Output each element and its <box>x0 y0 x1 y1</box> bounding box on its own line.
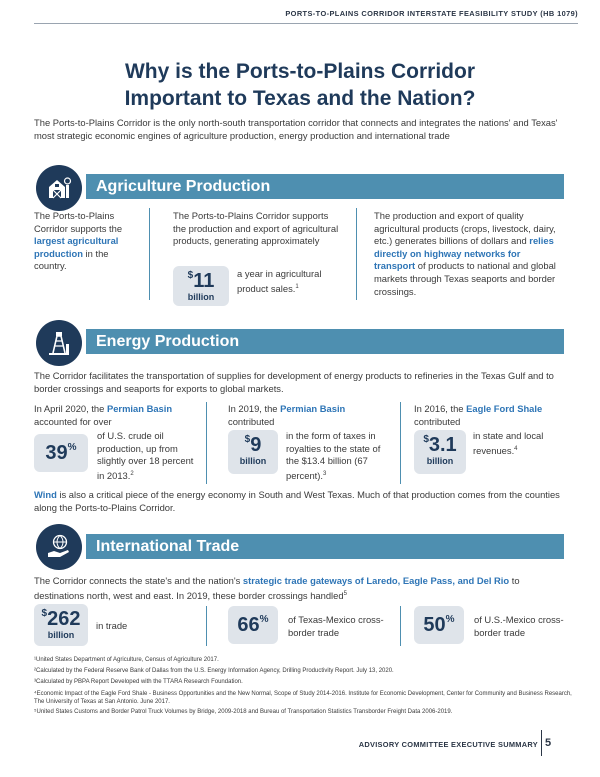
percent-sign: % <box>67 442 77 453</box>
footnote-ref: 4 <box>514 445 518 452</box>
trade-stat-3-value: 50 <box>423 614 446 636</box>
footnote-ref: 3 <box>323 470 327 477</box>
energy-heading: Energy Production <box>86 329 564 354</box>
agri-stat-unit: billion <box>187 292 215 302</box>
barn-icon <box>36 165 82 211</box>
footnote-4: ⁴Economic Impact of the Eagle Ford Shale… <box>34 691 572 705</box>
energy-stat-box-2: $9 billion <box>228 430 278 474</box>
trade-stat-1-unit: billion <box>47 630 75 640</box>
agri-stat-value: 11 <box>193 270 215 292</box>
agri-col3-highlight: relies directly on highway networks for … <box>374 235 554 272</box>
energy-col3-text-end: contributed <box>414 415 461 427</box>
page-number: 5 <box>545 737 552 749</box>
oil-pump-icon <box>36 320 82 366</box>
agri-col2-after-text: a year in agricultural product sales. <box>237 268 322 294</box>
energy-col3: In 2016, the Eagle Ford Shale contribute… <box>414 403 564 428</box>
footnote-1: ¹United States Department of Agriculture… <box>34 657 219 663</box>
dollar-sign: $ <box>41 608 48 619</box>
dollar-sign: $ <box>244 434 251 445</box>
agri-col1-text: The Ports-to-Plains Corridor supports th… <box>34 210 123 234</box>
divider <box>400 402 401 484</box>
agri-col1: The Ports-to-Plains Corridor supports th… <box>34 210 130 273</box>
divider <box>149 208 150 300</box>
wind-highlight: Wind <box>34 489 57 500</box>
energy-col2-text-end: contributed <box>228 415 275 427</box>
footnote-ref: 1 <box>295 283 299 290</box>
trade-stat-box-1: $262 billion <box>34 604 88 646</box>
wind-text: is also a critical piece of the energy e… <box>34 489 560 513</box>
energy-col1-after-text: of U.S. crude oil production, up from sl… <box>97 430 194 481</box>
divider <box>356 208 357 300</box>
energy-stat-2-unit: billion <box>239 456 267 466</box>
energy-col2-after: in the form of taxes in royalties to the… <box>286 430 392 483</box>
footnote-5: ⁵United States Customs and Border Patrol… <box>34 709 453 715</box>
trade-stat-1-value: 262 <box>47 608 81 630</box>
dollar-sign: $ <box>423 434 429 445</box>
trade-stat-2-label: of Texas-Mexico cross-border trade <box>288 614 384 638</box>
energy-col2-highlight: Permian Basin <box>280 403 346 414</box>
trade-stat-2-value: 66 <box>237 614 260 636</box>
energy-col1-text: In April 2020, the <box>34 403 107 414</box>
energy-stat-box-3: $3.1 billion <box>414 430 466 474</box>
running-header: PORTS-TO-PLAINS CORRIDOR INTERSTATE FEAS… <box>285 9 578 18</box>
energy-col1-text-end: accounted for over <box>34 415 112 427</box>
intro-paragraph: The Ports-to-Plains Corridor is the only… <box>34 117 558 141</box>
agri-col1-highlight: largest agricultural production <box>34 235 119 259</box>
agriculture-heading: Agriculture Production <box>86 174 564 199</box>
footnote-3: ³Calculated by PBPA Report Developed wit… <box>34 679 243 685</box>
footnote-2: ²Calculated by the Federal Reserve Bank … <box>34 668 394 674</box>
divider <box>206 402 207 484</box>
energy-col3-text: In 2016, the <box>414 403 467 414</box>
percent-sign: % <box>445 614 455 625</box>
divider <box>206 606 207 646</box>
running-footer: ADVISORY COMMITTEE EXECUTIVE SUMMARY <box>358 740 538 749</box>
wind-paragraph: Wind is also a critical piece of the ene… <box>34 489 564 514</box>
energy-stat-box-1: 39% <box>34 434 88 472</box>
trade-intro: The Corridor connects the state's and th… <box>34 575 564 602</box>
energy-col1-after: of U.S. crude oil production, up from sl… <box>97 430 195 483</box>
agri-col3: The production and export of quality agr… <box>374 210 564 298</box>
trade-heading: International Trade <box>86 534 564 559</box>
agri-col3-text: The production and export of quality agr… <box>374 210 556 247</box>
trade-stat-1-label: in trade <box>96 620 128 631</box>
energy-col2: In 2019, the Permian Basin contributed <box>228 403 378 428</box>
trade-intro-text: The Corridor connects the state's and th… <box>34 575 243 586</box>
agri-col3-text-end: of products to national and global marke… <box>374 260 556 297</box>
globe-hand-icon <box>36 524 82 570</box>
page-title: Why is the Ports-to-Plains Corridor Impo… <box>0 58 600 112</box>
trade-stat-box-3: 50% <box>414 606 464 644</box>
trade-stat-3-label: of U.S.-Mexico cross-border trade <box>474 614 564 638</box>
page-number-divider <box>541 730 542 756</box>
energy-stat-1-value: 39 <box>45 442 68 464</box>
energy-col2-after-text: in the form of taxes in royalties to the… <box>286 430 381 481</box>
agri-col2: The Ports-to-Plains Corridor supports th… <box>173 210 339 247</box>
percent-sign: % <box>259 614 269 625</box>
title-line-1: Why is the Ports-to-Plains Corridor <box>124 60 476 83</box>
agri-stat-box: $11 billion <box>173 266 229 306</box>
agri-col1-text-end: in the country. <box>34 247 109 272</box>
trade-stat-box-2: 66% <box>228 606 278 644</box>
energy-stat-3-value: 3.1 <box>428 434 457 456</box>
energy-stat-3-unit: billion <box>426 456 454 466</box>
energy-col3-highlight: Eagle Ford Shale <box>466 403 543 414</box>
energy-intro: The Corridor facilitates the transportat… <box>34 370 554 394</box>
energy-col3-after-text: in state and local revenues. <box>473 430 544 456</box>
trade-intro-text-end: to destinations north, west and east. In… <box>34 575 520 601</box>
energy-stat-2-value: 9 <box>250 434 262 456</box>
agri-col2-after: a year in agricultural product sales.1 <box>237 268 347 295</box>
energy-col2-text: In 2019, the <box>228 403 281 414</box>
dollar-sign: $ <box>187 270 194 281</box>
energy-col1-highlight: Permian Basin <box>106 403 173 414</box>
trade-intro-highlight: strategic trade gateways of Laredo, Eagl… <box>242 575 510 586</box>
energy-col3-after: in state and local revenues.4 <box>473 430 565 457</box>
footnote-ref: 5 <box>343 590 347 597</box>
divider <box>400 606 401 646</box>
footnote-ref: 2 <box>130 470 134 477</box>
title-line-2: Important to Texas and the Nation? <box>124 87 476 110</box>
energy-col1: In April 2020, the Permian Basin account… <box>34 403 184 428</box>
footnotes: ¹United States Department of Agriculture… <box>34 655 574 718</box>
header-rule <box>34 23 578 24</box>
